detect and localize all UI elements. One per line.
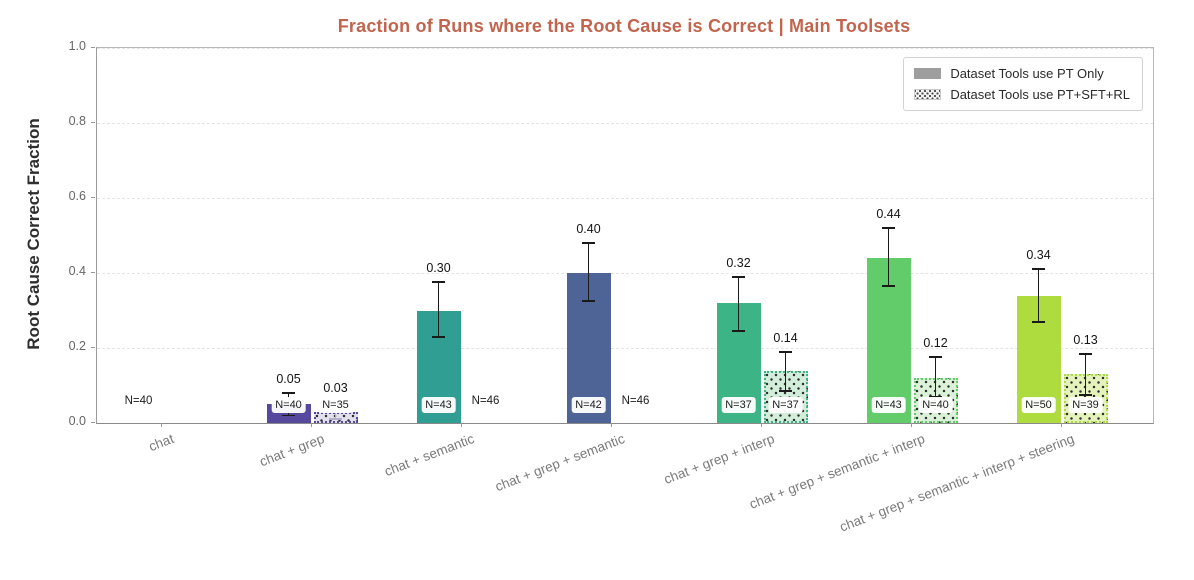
- error-bar-cap: [929, 356, 942, 359]
- y-tick-mark: [91, 272, 95, 273]
- gridline: [97, 122, 1153, 124]
- error-bar: [587, 243, 590, 302]
- y-tick-label: 0.4: [68, 264, 86, 278]
- legend-swatch-dotted-icon: [914, 89, 942, 100]
- error-bar-cap: [582, 300, 595, 303]
- y-tick-label: 1.0: [68, 39, 86, 53]
- y-tick-mark: [91, 347, 95, 348]
- value-label: 0.40: [576, 222, 601, 236]
- x-tick-mark: [311, 423, 312, 427]
- x-tick-label: chat + grep + interp: [661, 431, 777, 487]
- value-label: 0.13: [1073, 332, 1098, 347]
- legend-swatch-solid-icon: [914, 68, 942, 79]
- n-label: N=40: [918, 397, 953, 413]
- n-label: N=42: [571, 397, 606, 413]
- plot-area: Dataset Tools use PT Only Dataset Tools …: [96, 47, 1154, 424]
- y-tick-mark: [91, 197, 95, 198]
- n-label: N=37: [721, 397, 756, 413]
- error-bar-cap: [882, 285, 895, 288]
- x-tick-mark: [461, 423, 462, 427]
- n-label: N=43: [421, 397, 456, 413]
- legend-label: Dataset Tools use PT Only: [950, 66, 1104, 81]
- y-tick-label: 0.0: [68, 414, 86, 428]
- error-bar: [1084, 353, 1087, 395]
- y-tick-mark: [91, 422, 95, 423]
- n-label: N=39: [1068, 397, 1103, 413]
- value-label: 0.30: [426, 261, 451, 276]
- value-label: 0.12: [923, 336, 948, 351]
- error-bar: [887, 228, 890, 287]
- error-bar-cap: [282, 414, 295, 417]
- y-tick-label: 0.8: [68, 114, 86, 128]
- gridline: [97, 197, 1153, 199]
- error-bar-cap: [432, 335, 445, 338]
- y-tick-mark: [91, 122, 95, 123]
- error-bar-cap: [282, 392, 295, 394]
- x-tick-mark: [761, 423, 762, 427]
- error-bar-cap: [329, 418, 342, 421]
- n-label: N=40: [124, 395, 153, 407]
- y-axis-label: Root Cause Correct Fraction: [24, 118, 43, 350]
- error-bar-cap: [1079, 393, 1092, 396]
- legend-label: Dataset Tools use PT+SFT+RL: [950, 87, 1130, 102]
- error-bar-cap: [732, 330, 745, 333]
- x-tick-label: chat: [147, 431, 177, 455]
- gridline: [97, 272, 1153, 274]
- error-bar-cap: [1079, 352, 1092, 355]
- error-bar-cap: [779, 350, 792, 353]
- y-tick-label: 0.2: [68, 339, 86, 353]
- value-label: 0.32: [726, 255, 751, 270]
- error-bar: [934, 357, 937, 397]
- chart-title: Fraction of Runs where the Root Cause is…: [337, 16, 911, 36]
- y-tick-mark: [91, 47, 95, 48]
- x-tick-mark: [911, 423, 912, 427]
- x-tick-label: chat + semantic: [382, 431, 477, 480]
- x-tick-label: chat + grep: [257, 431, 327, 470]
- error-bar-cap: [582, 242, 595, 244]
- n-label: N=50: [1021, 397, 1056, 413]
- error-bar: [1037, 269, 1040, 322]
- n-label: N=35: [318, 397, 353, 413]
- x-tick-mark: [611, 423, 612, 427]
- n-label: N=46: [471, 395, 500, 407]
- value-label: 0.14: [773, 330, 798, 345]
- legend-row-pt-sft-rl: Dataset Tools use PT+SFT+RL: [914, 87, 1130, 102]
- error-bar-cap: [732, 275, 745, 278]
- x-tick-label: chat + grep + semantic: [492, 431, 627, 495]
- error-bar: [437, 282, 440, 337]
- legend-row-pt-only: Dataset Tools use PT Only: [914, 66, 1130, 81]
- x-tick-label: chat + grep + semantic + interp + steeri…: [837, 431, 1077, 535]
- error-bar-cap: [882, 227, 895, 229]
- error-bar-cap: [929, 395, 942, 398]
- n-label: N=46: [621, 395, 650, 407]
- y-tick-label: 0.6: [68, 189, 86, 203]
- legend: Dataset Tools use PT Only Dataset Tools …: [903, 57, 1143, 111]
- value-label: 0.03: [323, 381, 348, 396]
- value-label: 0.44: [876, 207, 901, 221]
- gridline: [97, 47, 1153, 49]
- error-bar-cap: [432, 281, 445, 284]
- x-tick-mark: [161, 423, 162, 427]
- gridline: [97, 347, 1153, 349]
- error-bar-cap: [779, 390, 792, 393]
- value-label: 0.34: [1026, 248, 1051, 263]
- n-label: N=40: [271, 397, 306, 413]
- n-label: N=37: [768, 397, 803, 413]
- value-label: 0.05: [276, 372, 301, 386]
- error-bar-cap: [1032, 320, 1045, 323]
- n-label: N=43: [871, 397, 906, 413]
- error-bar: [784, 351, 787, 392]
- error-bar: [737, 276, 740, 332]
- error-bar-cap: [1032, 268, 1045, 271]
- x-tick-mark: [1061, 423, 1062, 427]
